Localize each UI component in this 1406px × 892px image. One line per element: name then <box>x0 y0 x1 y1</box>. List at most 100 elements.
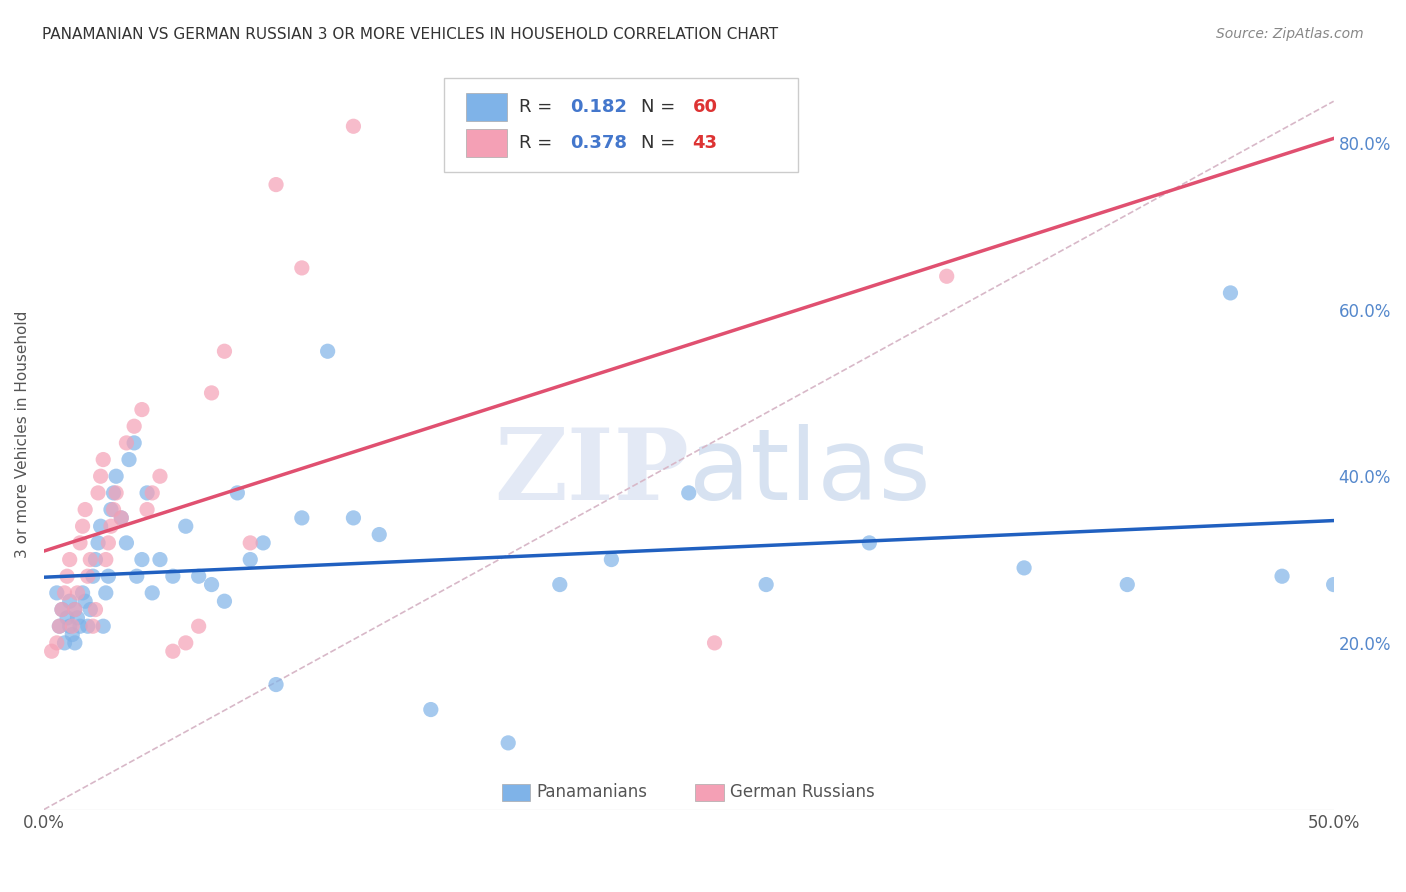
Point <box>59 594 82 608</box>
Point <box>59 619 82 633</box>
Text: N =: N = <box>641 98 681 116</box>
Point <box>105 469 128 483</box>
Point <box>41 644 63 658</box>
Point <box>72 519 94 533</box>
Point <box>755 577 778 591</box>
Point <box>1271 569 1294 583</box>
Point <box>496 736 519 750</box>
Point <box>91 452 114 467</box>
Point <box>51 602 73 616</box>
Point <box>63 636 86 650</box>
Point <box>214 344 236 359</box>
Text: R =: R = <box>519 98 558 116</box>
Bar <box>502 784 530 800</box>
Text: 43: 43 <box>693 134 717 152</box>
Point <box>51 602 73 616</box>
Point <box>72 586 94 600</box>
Text: atlas: atlas <box>689 424 931 521</box>
Point <box>45 636 67 650</box>
Point <box>149 552 172 566</box>
Point <box>174 636 197 650</box>
Point <box>122 436 145 450</box>
Point <box>1323 577 1346 591</box>
Point <box>97 536 120 550</box>
Point <box>935 269 957 284</box>
Point <box>548 577 571 591</box>
Text: 60: 60 <box>693 98 717 116</box>
Text: 0.182: 0.182 <box>569 98 627 116</box>
FancyBboxPatch shape <box>444 78 799 172</box>
Point <box>100 502 122 516</box>
Point <box>76 619 98 633</box>
Point <box>82 619 104 633</box>
Point <box>125 569 148 583</box>
Point <box>69 536 91 550</box>
Point <box>79 602 101 616</box>
Point <box>703 636 725 650</box>
Point <box>48 619 70 633</box>
Text: PANAMANIAN VS GERMAN RUSSIAN 3 OR MORE VEHICLES IN HOUSEHOLD CORRELATION CHART: PANAMANIAN VS GERMAN RUSSIAN 3 OR MORE V… <box>42 27 779 42</box>
Point <box>187 569 209 583</box>
Point <box>75 502 97 516</box>
Text: N =: N = <box>641 134 681 152</box>
Point <box>174 519 197 533</box>
Point <box>94 552 117 566</box>
Point <box>100 519 122 533</box>
Text: Panamanians: Panamanians <box>537 783 648 801</box>
Point <box>53 636 76 650</box>
Point <box>105 486 128 500</box>
Point <box>226 486 249 500</box>
Point <box>82 569 104 583</box>
Point <box>368 527 391 541</box>
Point <box>87 536 110 550</box>
Bar <box>695 784 724 800</box>
Point <box>76 569 98 583</box>
Point <box>84 602 107 616</box>
Point <box>136 486 159 500</box>
Point <box>97 569 120 583</box>
Text: 0.378: 0.378 <box>569 134 627 152</box>
Point <box>60 619 83 633</box>
Point <box>53 586 76 600</box>
Point <box>342 511 364 525</box>
Point <box>264 677 287 691</box>
Point <box>141 586 163 600</box>
Text: German Russians: German Russians <box>730 783 875 801</box>
Point <box>94 586 117 600</box>
Point <box>214 594 236 608</box>
Bar <box>465 128 508 157</box>
Text: Source: ZipAtlas.com: Source: ZipAtlas.com <box>1216 27 1364 41</box>
Point <box>291 260 314 275</box>
Point <box>56 611 79 625</box>
Point <box>291 511 314 525</box>
Y-axis label: 3 or more Vehicles in Household: 3 or more Vehicles in Household <box>15 311 30 558</box>
Point <box>678 486 700 500</box>
Point <box>239 552 262 566</box>
Point <box>115 536 138 550</box>
Point <box>103 486 125 500</box>
Point <box>110 511 132 525</box>
Point <box>87 486 110 500</box>
Point <box>69 619 91 633</box>
Point <box>1219 285 1241 300</box>
Point <box>45 586 67 600</box>
Point <box>136 502 159 516</box>
Point <box>103 502 125 516</box>
Point <box>252 536 274 550</box>
Point <box>187 619 209 633</box>
Point <box>342 120 364 134</box>
Point <box>162 644 184 658</box>
Point <box>858 536 880 550</box>
Point <box>118 452 141 467</box>
Point <box>600 552 623 566</box>
Point <box>63 602 86 616</box>
Point <box>66 586 89 600</box>
Point <box>66 611 89 625</box>
Point <box>90 519 112 533</box>
Point <box>239 536 262 550</box>
Point <box>1012 561 1035 575</box>
Text: R =: R = <box>519 134 558 152</box>
Point <box>1116 577 1139 591</box>
Point <box>48 619 70 633</box>
Point <box>79 552 101 566</box>
